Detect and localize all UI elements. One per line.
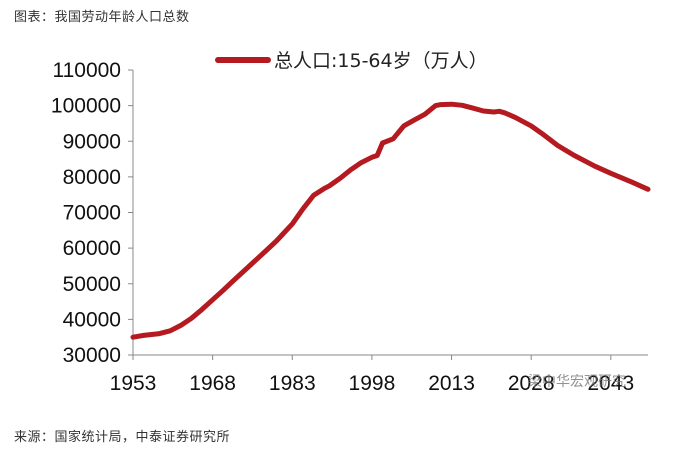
- chart-legend: 总人口:15-64岁（万人）: [215, 50, 488, 72]
- y-tick-label: 110000: [52, 59, 121, 82]
- data-point: [371, 156, 373, 158]
- data-point: [610, 172, 612, 174]
- x-tick-label: 1983: [269, 372, 316, 395]
- data-point: [498, 110, 500, 112]
- data-point: [233, 279, 235, 281]
- data-point: [382, 142, 384, 144]
- y-tick-label: 60000: [63, 237, 121, 260]
- data-point: [594, 165, 596, 167]
- x-tick-label: 1953: [110, 372, 157, 395]
- data-point: [461, 104, 463, 106]
- data-point: [275, 240, 277, 242]
- data-point: [249, 265, 251, 267]
- y-tick-label: 100000: [51, 95, 121, 118]
- data-point: [647, 188, 649, 190]
- data-point: [413, 119, 415, 121]
- series-layer: [130, 101, 651, 340]
- chart-source: 来源：国家统计局，中泰证券研究所: [14, 430, 231, 445]
- y-tick-label: 80000: [63, 166, 121, 189]
- data-point: [482, 110, 484, 112]
- y-tick-label: 40000: [63, 308, 121, 331]
- data-point: [392, 138, 394, 140]
- data-point: [313, 194, 315, 196]
- data-point: [302, 208, 304, 210]
- chart-caption: 图表：我国劳动年龄人口总数: [14, 10, 190, 25]
- data-point: [541, 132, 543, 134]
- x-tick-label: 1968: [189, 372, 236, 395]
- y-tick-label: 30000: [63, 344, 121, 367]
- data-point: [169, 330, 171, 332]
- watermark: 梁中华宏观研究: [528, 374, 626, 390]
- data-point: [201, 308, 203, 310]
- data-point: [159, 333, 161, 335]
- data-point: [424, 113, 426, 115]
- data-point: [360, 162, 362, 164]
- y-axis: 30000 40000 50000 60000 70000 80000 90000 10000…: [51, 59, 134, 367]
- data-point: [573, 154, 575, 156]
- series-line: [130, 101, 651, 340]
- data-point: [222, 289, 224, 291]
- data-point: [350, 169, 352, 171]
- data-point: [212, 299, 214, 301]
- data-point: [132, 336, 134, 338]
- data-point: [403, 125, 405, 127]
- data-point: [530, 125, 532, 127]
- data-point: [328, 185, 330, 187]
- x-tick-label: 2043: [587, 372, 634, 395]
- x-tick-label: 1998: [349, 372, 396, 395]
- y-tick-label: 50000: [63, 273, 121, 296]
- data-point: [493, 111, 495, 113]
- x-tick-label: 2013: [428, 372, 475, 395]
- data-point: [265, 250, 267, 252]
- data-point: [435, 105, 437, 107]
- data-point: [180, 324, 182, 326]
- legend-label: 总人口:15-64岁（万人）: [274, 50, 488, 72]
- data-point: [143, 334, 145, 336]
- data-point: [631, 181, 633, 183]
- data-point: [514, 116, 516, 118]
- data-point: [339, 177, 341, 179]
- y-tick-label: 90000: [63, 130, 121, 153]
- x-tick-label: 2028: [508, 372, 555, 395]
- data-point: [504, 112, 506, 114]
- data-point: [472, 107, 474, 109]
- data-point: [557, 145, 559, 147]
- data-point: [376, 155, 378, 156]
- data-point: [291, 223, 293, 225]
- data-point: [451, 103, 453, 105]
- y-tick-label: 70000: [63, 202, 121, 225]
- data-point: [190, 317, 192, 319]
- data-point: [440, 104, 442, 106]
- x-axis: 1953 1968 1983 1998 2013 2028 2043: [110, 354, 648, 395]
- data-point: [323, 188, 325, 190]
